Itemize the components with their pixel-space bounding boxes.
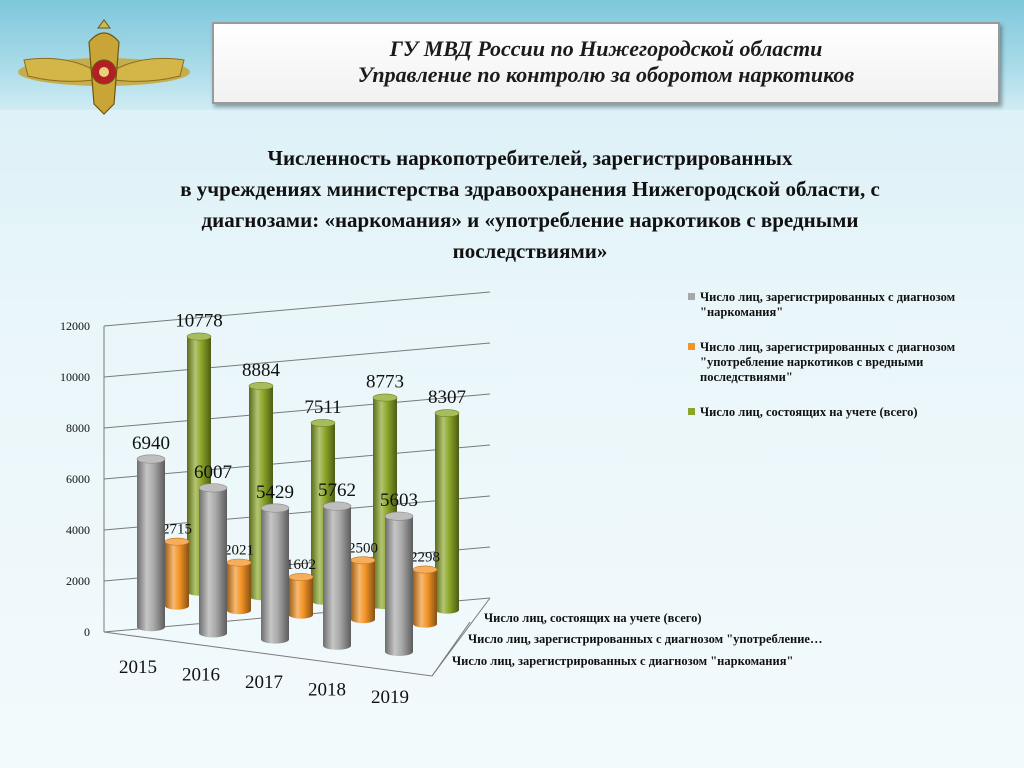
- bar-top-1-2016: [226, 558, 252, 567]
- bar-top-0-2019: [384, 511, 414, 521]
- legend-label: Число лиц, зарегистрированных с диагнозо…: [700, 340, 956, 384]
- bar-top-2-2017: [310, 419, 336, 427]
- header-box: ГУ МВД России по Нижегородской области У…: [212, 22, 1000, 104]
- data-label: 2500: [348, 540, 378, 556]
- depth-axis-line: [431, 621, 471, 677]
- y-tick-label: 4000: [66, 523, 90, 537]
- y-tick-label: 0: [84, 625, 90, 639]
- chart-title-line: Численность наркопотребителей, зарегистр…: [267, 146, 793, 170]
- data-label: 5429: [256, 482, 294, 503]
- bar-1-2017: [289, 577, 313, 619]
- bar-top-1-2019: [412, 565, 438, 574]
- header-line1: ГУ МВД России по Нижегородской области: [389, 36, 823, 61]
- depth-axis-label: Число лиц, зарегистрированных с диагнозо…: [468, 632, 822, 646]
- bar-0-2019: [385, 516, 413, 657]
- gridline: [103, 393, 491, 429]
- legend-label: Число лиц, состоящих на учете (всего): [700, 405, 918, 419]
- data-label: 6940: [132, 433, 170, 454]
- header-line2: Управление по контролю за оборотом нарко…: [357, 62, 855, 87]
- data-label: 2021: [224, 543, 254, 559]
- y-tick-label: 10000: [60, 370, 90, 384]
- gridline: [103, 444, 491, 480]
- bar-2-2019: [435, 413, 459, 614]
- bar-top-2-2015: [186, 332, 212, 341]
- chart-title: Численность наркопотребителей, зарегистр…: [100, 143, 960, 267]
- depth-axis-label: Число лиц, состоящих на учете (всего): [484, 611, 702, 625]
- data-label: 8773: [366, 372, 404, 393]
- bar-0-2017: [261, 508, 289, 644]
- bar-1-2018: [351, 560, 375, 624]
- bar-1-2016: [227, 562, 251, 615]
- y-tick-label: 6000: [66, 472, 90, 486]
- legend-item-harmful-use: Число лиц, зарегистрированных с диагнозо…: [688, 340, 998, 385]
- data-label: 5603: [380, 490, 418, 511]
- x-tick-label: 2016: [182, 665, 220, 686]
- bar-top-2-2018: [372, 393, 398, 402]
- bar-top-0-2018: [322, 501, 352, 511]
- x-tick-label: 2018: [308, 680, 346, 701]
- gridline: [103, 495, 491, 531]
- bar-top-1-2015: [164, 537, 190, 546]
- data-label: 2298: [410, 550, 440, 566]
- y-tick-label: 12000: [60, 319, 90, 333]
- data-label: 7511: [304, 397, 341, 418]
- x-tick-label: 2017: [245, 672, 283, 693]
- data-label: 1602: [286, 557, 316, 573]
- bar-0-2016: [199, 487, 227, 638]
- chart-title-line: последствиями»: [452, 239, 608, 263]
- bar-top-0-2016: [198, 483, 228, 493]
- data-label: 6007: [194, 462, 232, 483]
- bar-1-2019: [413, 569, 437, 628]
- bar-0-2018: [323, 506, 351, 650]
- chart-title-line: в учреждениях министерства здравоохранен…: [180, 177, 880, 201]
- bar-0-2015: [137, 459, 165, 632]
- bar-top-2-2019: [434, 409, 460, 418]
- gridline: [103, 342, 491, 378]
- data-label: 5762: [318, 480, 356, 501]
- chart-title-line: диагнозами: «наркомания» и «употребление…: [201, 208, 859, 232]
- legend-swatch-orange: [688, 343, 695, 350]
- gridline: [103, 291, 491, 327]
- bar-top-1-2018: [350, 556, 376, 565]
- y-tick-label: 8000: [66, 421, 90, 435]
- x-tick-label: 2015: [119, 657, 157, 678]
- legend-swatch-green: [688, 408, 695, 415]
- legend: Число лиц, зарегистрированных с диагнозо…: [688, 290, 998, 440]
- bar-top-0-2017: [260, 503, 290, 513]
- depth-axis-label: Число лиц, зарегистрированных с диагнозо…: [452, 654, 793, 668]
- legend-label: Число лиц, зарегистрированных с диагнозо…: [700, 290, 956, 319]
- data-label: 8307: [428, 387, 466, 408]
- data-label: 10778: [175, 311, 223, 332]
- x-tick-label: 2019: [371, 687, 409, 708]
- legend-item-total: Число лиц, состоящих на учете (всего): [688, 405, 998, 420]
- bar-1-2015: [165, 541, 189, 610]
- data-label: 8884: [242, 360, 281, 381]
- legend-swatch-gray: [688, 293, 695, 300]
- bar-top-1-2017: [288, 573, 314, 581]
- bar-top-2-2016: [248, 382, 274, 390]
- y-tick-label: 2000: [66, 574, 90, 588]
- data-label: 2715: [162, 522, 192, 538]
- emblem-icon: [18, 19, 190, 115]
- bar-top-0-2015: [136, 454, 166, 464]
- legend-item-narcomania: Число лиц, зарегистрированных с диагнозо…: [688, 290, 998, 320]
